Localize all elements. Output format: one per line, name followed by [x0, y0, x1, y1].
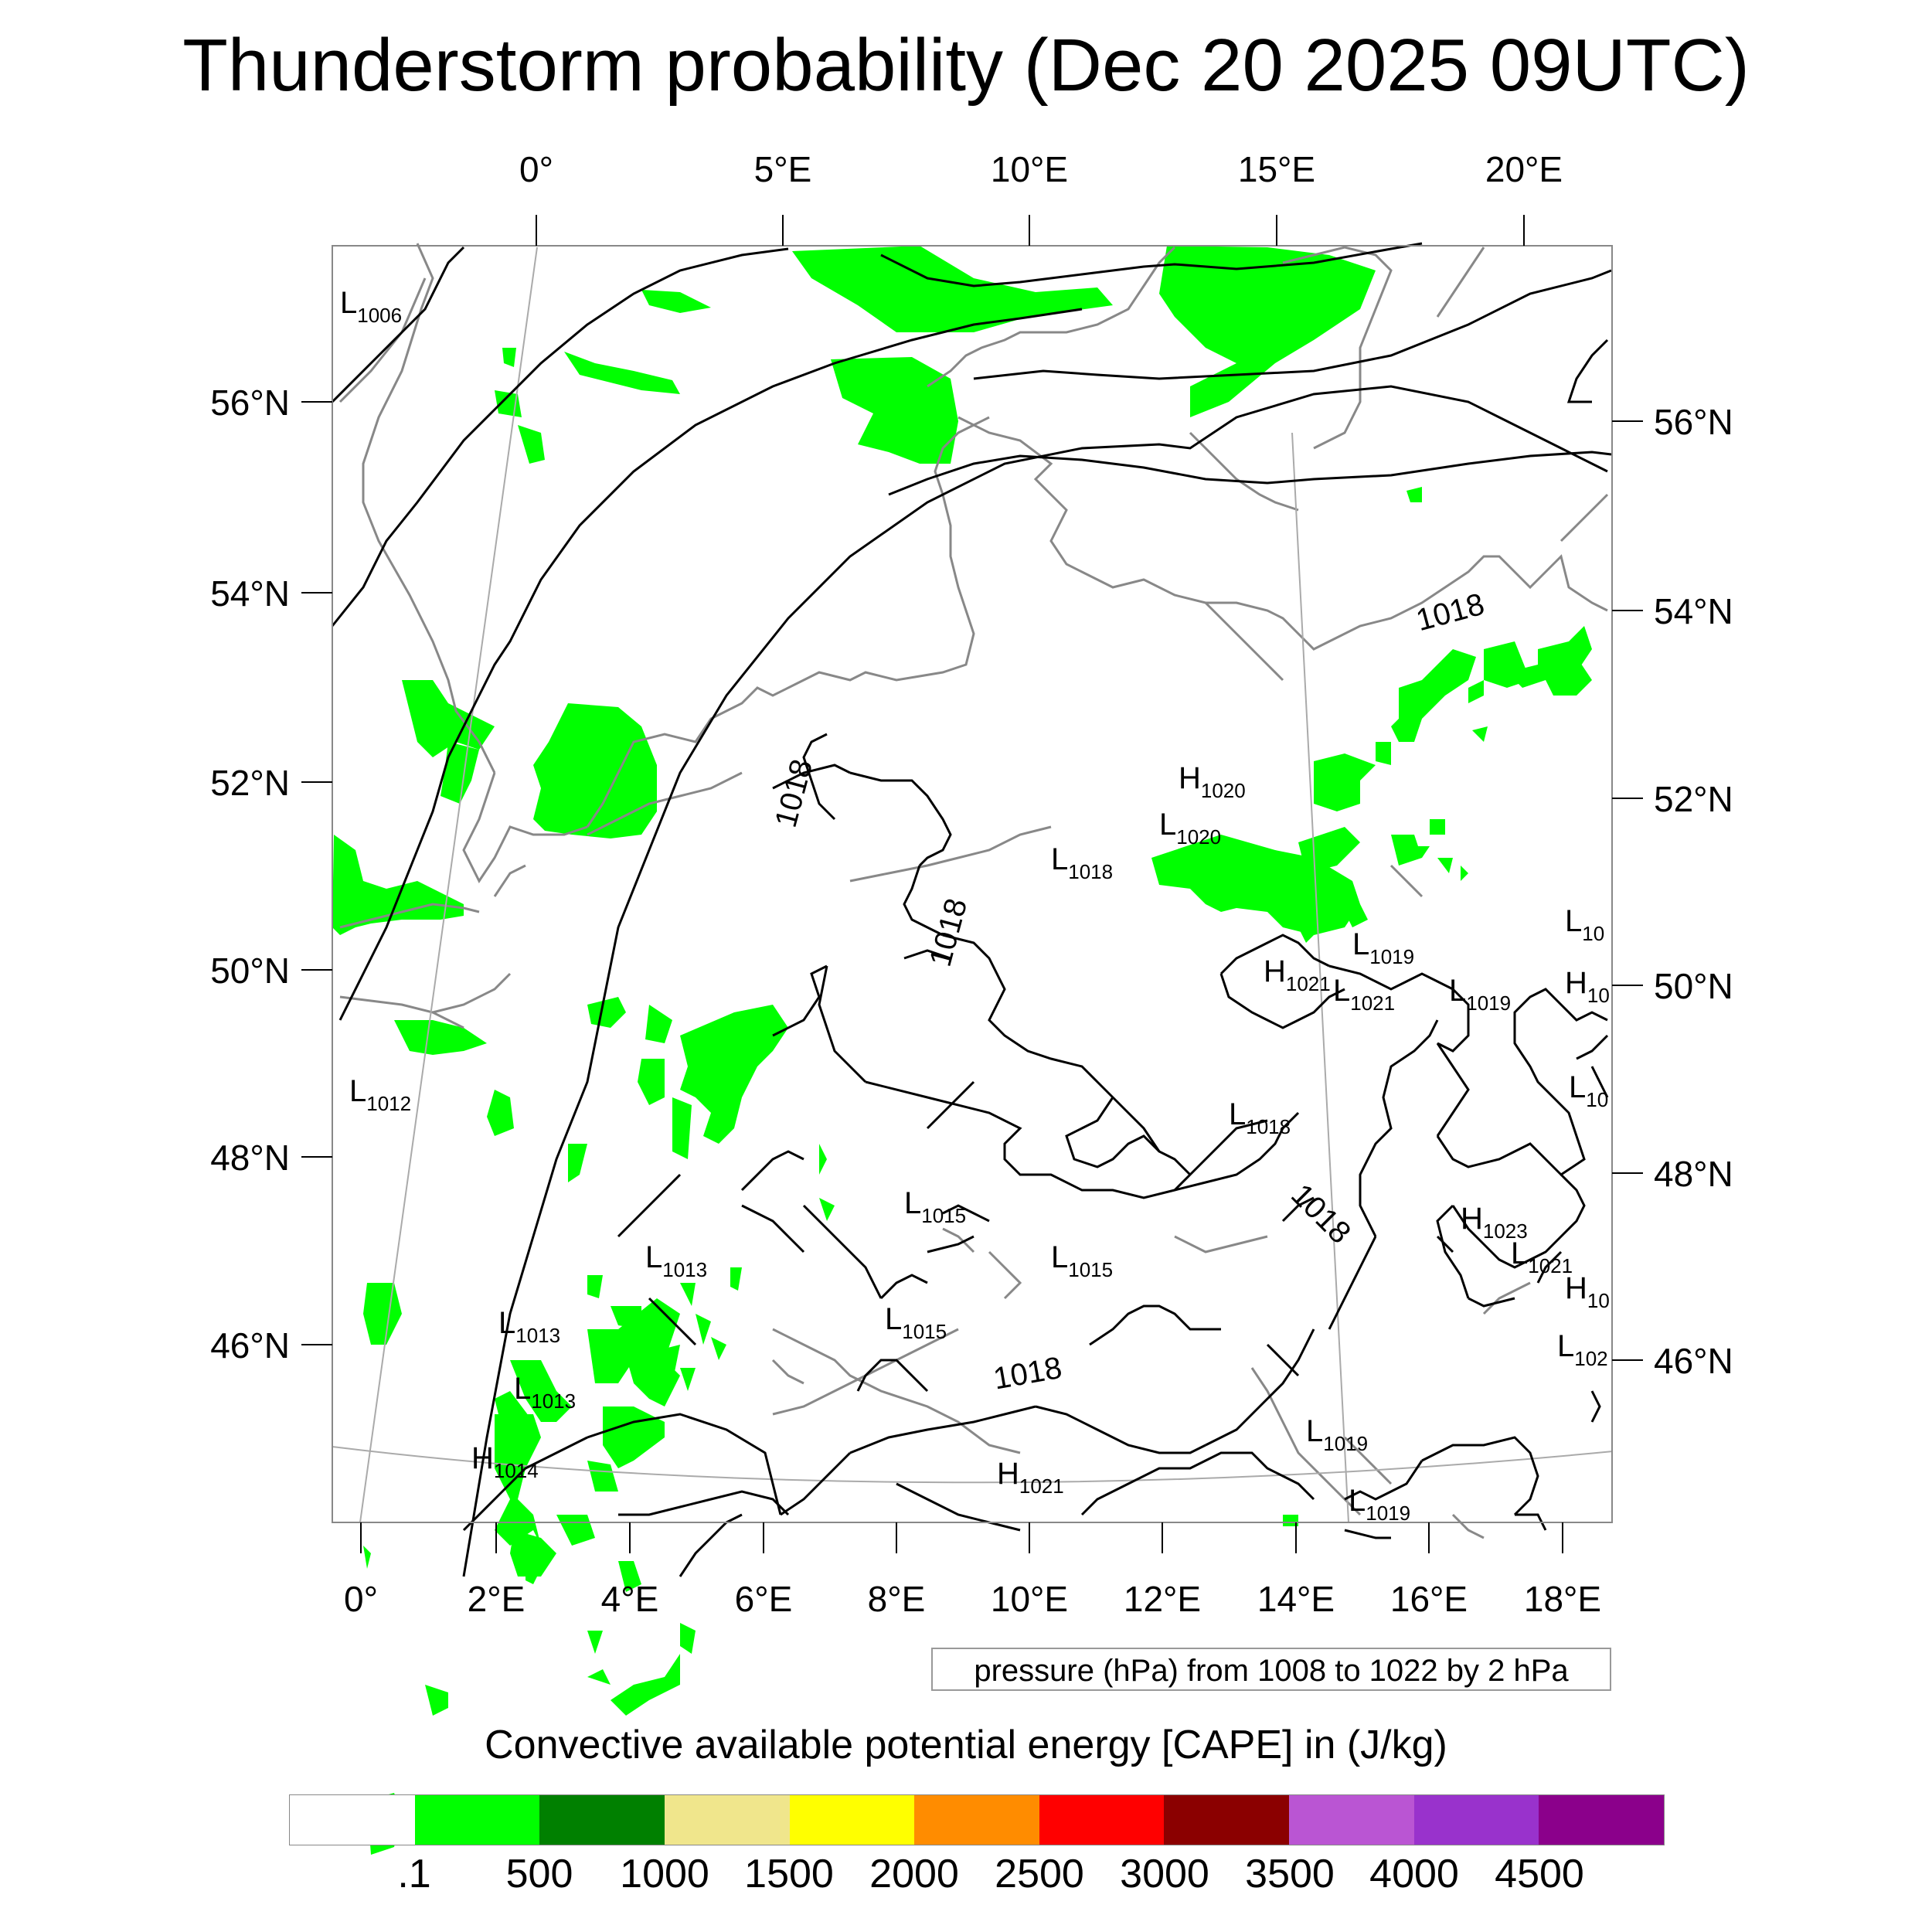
colorbar-label: 2500 [995, 1852, 1084, 1896]
bottom-lon-label: 6°E [735, 1579, 793, 1619]
colorbar-swatch [290, 1795, 415, 1845]
left-latitude-labels: 56°N 54°N 52°N 50°N 48°N 46°N [210, 383, 290, 1366]
top-lon-label: 5°E [754, 149, 812, 189]
pressure-center-label: L1013 [498, 1306, 560, 1347]
colorbar-swatch [414, 1795, 540, 1845]
pressure-center-label: H10 [1565, 966, 1610, 1007]
colorbar-swatch [1539, 1795, 1665, 1845]
pressure-center-label: L1018 [1051, 842, 1113, 883]
isobar-label: 1018 [769, 756, 820, 831]
pressure-center-label: L1013 [514, 1372, 576, 1413]
colorbar-label: 500 [505, 1852, 573, 1896]
bottom-longitude-labels: 0° 2°E 4°E 6°E 8°E 10°E 12°E 14°E 16°E 1… [344, 1579, 1601, 1619]
left-lat-label: 52°N [210, 763, 290, 803]
right-lat-label: 50°N [1654, 966, 1733, 1006]
top-lon-label: 10°E [991, 149, 1068, 189]
colorbar-label: 1500 [744, 1852, 834, 1896]
tick-marks [301, 215, 1643, 1553]
bottom-lon-label: 4°E [601, 1579, 659, 1619]
pressure-center-label: L1013 [645, 1240, 707, 1281]
pressure-center-label: L102 [1557, 1329, 1608, 1370]
right-lat-label: 48°N [1654, 1154, 1733, 1194]
pressure-center-label: L1012 [349, 1074, 411, 1115]
colorbar-swatch [914, 1795, 1039, 1845]
pressure-center-label: L1021 [1511, 1236, 1573, 1277]
pressure-center-label: L1006 [340, 286, 402, 327]
colorbar-swatch [539, 1795, 665, 1845]
bottom-lon-label: 8°E [868, 1579, 926, 1619]
pressure-center-label: L1019 [1352, 927, 1414, 968]
pressure-center-label: L1020 [1159, 808, 1221, 849]
pressure-center-label: H1023 [1461, 1202, 1528, 1243]
colorbar-swatch [1039, 1795, 1165, 1845]
colorbar [289, 1794, 1665, 1845]
isobars [331, 242, 1612, 1577]
cape-areas [332, 246, 1592, 1855]
colorbar-title: Convective available potential energy [C… [485, 1723, 1447, 1767]
pressure-center-label: L1015 [1051, 1240, 1113, 1281]
map-frame [332, 245, 1613, 1523]
pressure-center-label: H1021 [997, 1457, 1064, 1498]
bottom-lon-label: 18°E [1524, 1579, 1601, 1619]
isobar-label: 1018 [923, 895, 975, 970]
pressure-center-label: L1018 [1229, 1097, 1291, 1138]
pressure-center-label: L1019 [1349, 1484, 1410, 1525]
colorbar-swatch [1413, 1795, 1539, 1845]
bottom-lon-label: 16°E [1390, 1579, 1468, 1619]
right-lat-label: 46°N [1654, 1341, 1733, 1381]
top-longitude-labels: 0° 5°E 10°E 15°E 20°E [519, 149, 1563, 189]
colorbar-swatch [1289, 1795, 1414, 1845]
pressure-center-label: H1014 [471, 1441, 539, 1482]
bottom-lon-label: 14°E [1257, 1579, 1335, 1619]
bottom-lon-label: 12°E [1124, 1579, 1201, 1619]
left-lat-label: 54°N [210, 573, 290, 614]
pressure-center-label: H10 [1565, 1271, 1610, 1312]
pressure-center-label: H1020 [1179, 761, 1246, 802]
left-lat-label: 56°N [210, 383, 290, 423]
colorbar-label: 3000 [1120, 1852, 1209, 1896]
graticule [332, 247, 1614, 1523]
left-lat-label: 48°N [210, 1138, 290, 1178]
colorbar-label: 3500 [1245, 1852, 1335, 1896]
right-lat-label: 52°N [1654, 779, 1733, 819]
isobar-label: 1018 [1413, 587, 1488, 638]
bottom-lon-label: 0° [344, 1579, 378, 1619]
left-lat-label: 46°N [210, 1325, 290, 1366]
pressure-center-label: L1019 [1449, 974, 1511, 1015]
colorbar-swatch [664, 1795, 790, 1845]
pressure-center-label: L1015 [885, 1302, 947, 1343]
isobar-label: 1018 [1284, 1178, 1357, 1250]
right-lat-label: 56°N [1654, 402, 1733, 442]
bottom-lon-label: 2°E [468, 1579, 526, 1619]
pressure-center-label: H1021 [1264, 954, 1331, 995]
isobar-label: 1018 [991, 1351, 1064, 1396]
colorbar-label: .1 [397, 1852, 431, 1896]
colorbar-label: 2000 [869, 1852, 959, 1896]
top-lon-label: 20°E [1485, 149, 1563, 189]
left-lat-label: 50°N [210, 951, 290, 991]
contour-info-box: pressure (hPa) from 1008 to 1022 by 2 hP… [931, 1648, 1611, 1691]
colorbar-swatch [1164, 1795, 1290, 1845]
pressure-center-label: L1015 [904, 1186, 966, 1227]
right-latitude-labels: 56°N 54°N 52°N 50°N 48°N 46°N [1654, 402, 1733, 1381]
pressure-center-label: L1019 [1306, 1414, 1368, 1455]
pressure-center-label: L1021 [1333, 974, 1395, 1015]
colorbar-label: 4500 [1495, 1852, 1584, 1896]
colorbar-label: 1000 [620, 1852, 709, 1896]
pressure-center-label: L10 [1565, 904, 1604, 945]
pressure-center-label: L10 [1569, 1070, 1608, 1111]
bottom-lon-label: 10°E [991, 1579, 1068, 1619]
colorbar-label: 4000 [1369, 1852, 1459, 1896]
colorbar-labels: .1 500 1000 1500 2000 2500 3000 3500 400… [0, 1851, 1932, 1905]
colorbar-swatch [789, 1795, 915, 1845]
pressure-centers: L1006 L1012 L1013 L1013 L1013 H1014 L101… [340, 286, 1610, 1525]
top-lon-label: 0° [519, 149, 553, 189]
right-lat-label: 54°N [1654, 591, 1733, 631]
top-lon-label: 15°E [1238, 149, 1315, 189]
chart-title: Thunderstorm probability (Dec 20 2025 09… [182, 24, 1750, 107]
